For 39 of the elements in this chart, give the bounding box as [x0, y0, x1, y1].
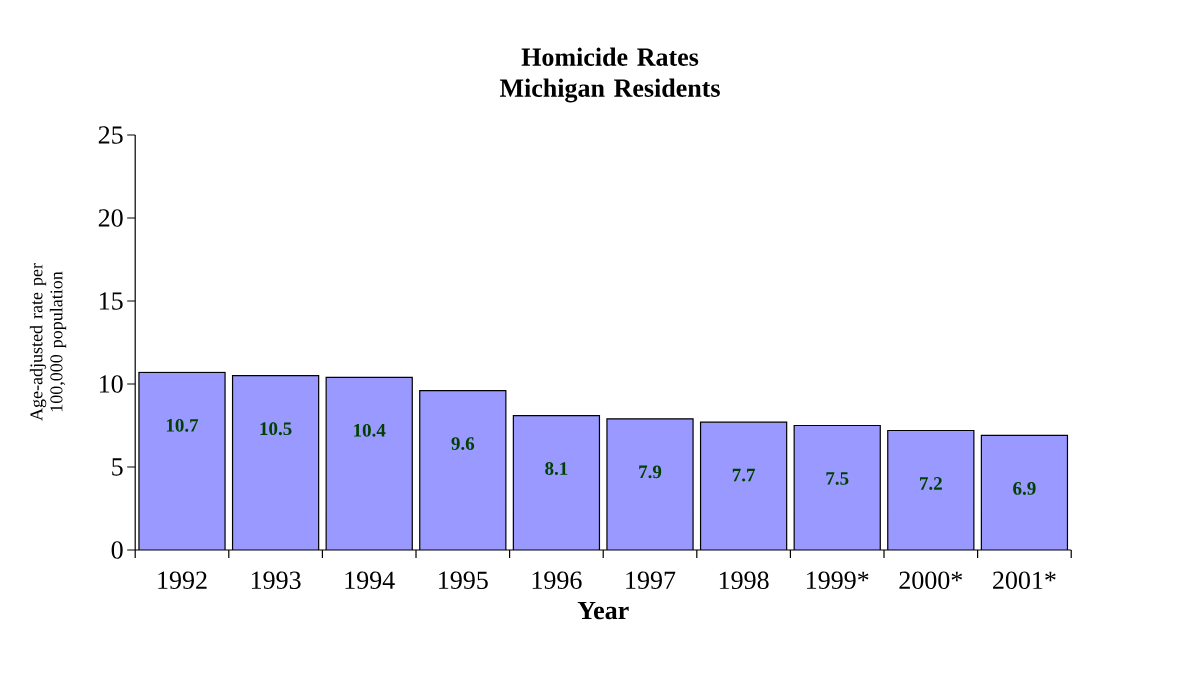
- data-label: 7.5: [826, 472, 849, 485]
- y-axis-title: Age-adjusted rate per 100,000 population: [29, 263, 67, 421]
- x-tick-label: 1996: [532, 571, 582, 589]
- x-tick-label: 1997: [626, 571, 676, 589]
- data-label: 9.6: [451, 437, 475, 451]
- x-tick-label: 1998: [719, 571, 769, 590]
- x-tick-label: 1995: [439, 571, 488, 589]
- x-tick-label: 1994: [345, 571, 395, 589]
- data-label: 8.1: [545, 462, 568, 475]
- y-tick-label: 5: [112, 458, 123, 476]
- y-tick-label: 15: [99, 292, 123, 310]
- x-tick-label: 2000*: [899, 571, 963, 590]
- bar: [513, 415, 600, 550]
- data-label: 6.9: [1013, 482, 1036, 495]
- bar: [794, 425, 881, 550]
- bar: [887, 430, 974, 550]
- y-tick-label: 0: [111, 541, 123, 559]
- bar: [700, 422, 787, 550]
- bar: [980, 434, 1069, 550]
- bar: [419, 390, 506, 550]
- x-tick-label: 1992: [158, 571, 207, 589]
- chart-title: Homicide Rates Michigan Residents: [499, 47, 720, 103]
- x-axis-title: Year: [577, 601, 629, 620]
- x-tick-label: 2001*: [993, 571, 1056, 590]
- bar: [326, 377, 413, 550]
- data-label: 7.9: [639, 465, 662, 479]
- y-tick-label: 10: [99, 375, 123, 393]
- data-label: 7.2: [920, 477, 942, 490]
- x-tick-label: 1999*: [807, 571, 869, 589]
- y-tick-label: 25: [98, 126, 123, 144]
- x-tick-label: 1993: [251, 571, 301, 589]
- bar: [232, 375, 319, 550]
- bar: [606, 418, 694, 550]
- data-label: 7.7: [732, 468, 756, 482]
- y-tick-label: 20: [98, 209, 123, 227]
- data-label: 10.4: [354, 423, 386, 437]
- data-label: 10.5: [260, 422, 292, 436]
- data-label: 10.7: [166, 418, 199, 432]
- bar: [138, 372, 226, 550]
